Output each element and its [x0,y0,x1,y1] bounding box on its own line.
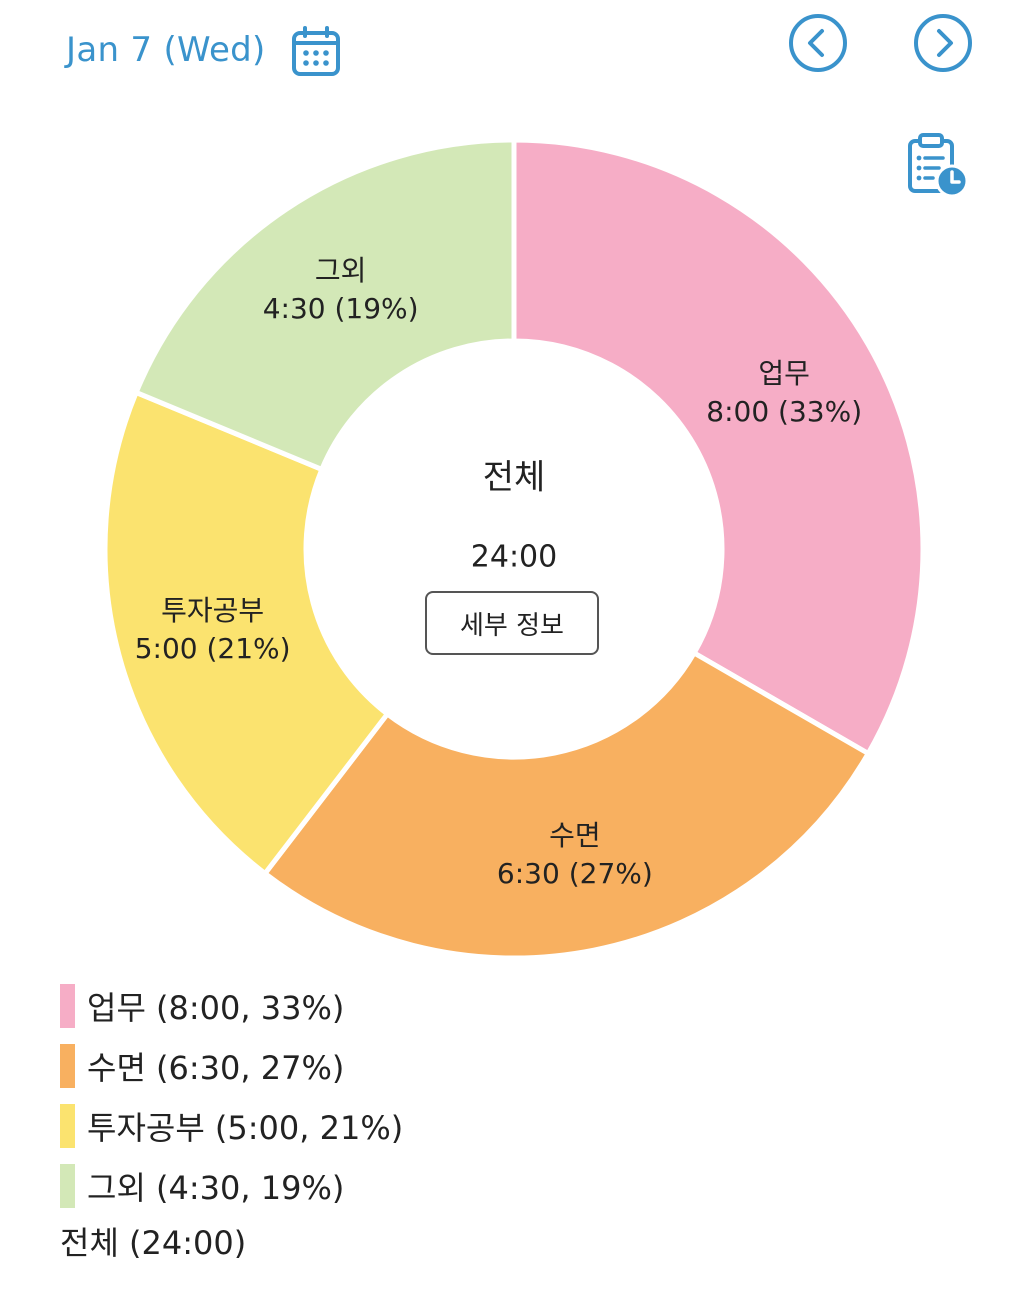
legend-text: 수면 (6:30, 27%) [87,1049,345,1087]
previous-day-button[interactable] [787,12,849,74]
slice-label-value: 5:00 (21%) [134,631,291,665]
legend-item: 업무 (8:00, 33%) [60,976,660,1036]
legend-swatch [60,1164,75,1208]
slice-label-value: 4:30 (19%) [262,291,419,325]
legend-item: 투자공부 (5:00, 21%) [60,1096,660,1156]
slice-label-그외: 그외 4:30 (19%) [263,252,419,328]
legend-text: 투자공부 (5:00, 21%) [87,1109,404,1147]
center-title: 전체 [482,457,546,498]
legend-text: 업무 (8:00, 33%) [87,989,345,1027]
slice-label-수면: 수면 6:30 (27%) [497,817,653,893]
legend-total: 전체 (24:00) [60,1224,247,1262]
donut-slice-투자공부[interactable] [102,389,391,877]
legend: 업무 (8:00, 33%) 수면 (6:30, 27%) 투자공부 (5:00… [60,976,660,1216]
center-total: 24:00 [470,539,558,575]
detail-button[interactable]: 세부 정보 [425,591,599,655]
slice-label-value: 6:30 (27%) [496,857,653,890]
clipboard-clock-icon[interactable] [905,132,969,198]
legend-swatch [60,984,75,1028]
calendar-icon[interactable] [290,26,342,78]
legend-item: 그외 (4:30, 19%) [60,1156,660,1216]
legend-swatch [60,1044,75,1088]
legend-item: 수면 (6:30, 27%) [60,1036,660,1096]
legend-text: 그외 (4:30, 19%) [87,1169,345,1207]
slice-label-value: 8:00 (33%) [706,395,863,428]
slice-label-name: 업무 [758,357,810,390]
chevron-left-circle-icon [789,14,847,72]
next-day-button[interactable] [912,12,974,74]
legend-swatch [60,1104,75,1148]
slice-label-name: 그외 [314,253,367,287]
donut-chart: 업무 8:00 (33%) 수면 6:30 (27%) 투자공부 5:00 (2… [102,137,926,961]
donut-slice-수면[interactable] [261,649,872,961]
slice-label-name: 투자공부 [161,593,265,627]
slice-label-투자공부: 투자공부 5:00 (21%) [135,592,291,668]
slice-label-name: 수면 [549,819,601,852]
donut-slice-업무[interactable] [511,137,926,757]
donut-chart-svg [102,137,926,961]
slice-label-업무: 업무 8:00 (33%) [706,355,862,431]
chevron-right-circle-icon [914,14,972,72]
date-label[interactable]: Jan 7 (Wed) [66,30,266,70]
donut-slice-그외[interactable] [132,137,517,473]
